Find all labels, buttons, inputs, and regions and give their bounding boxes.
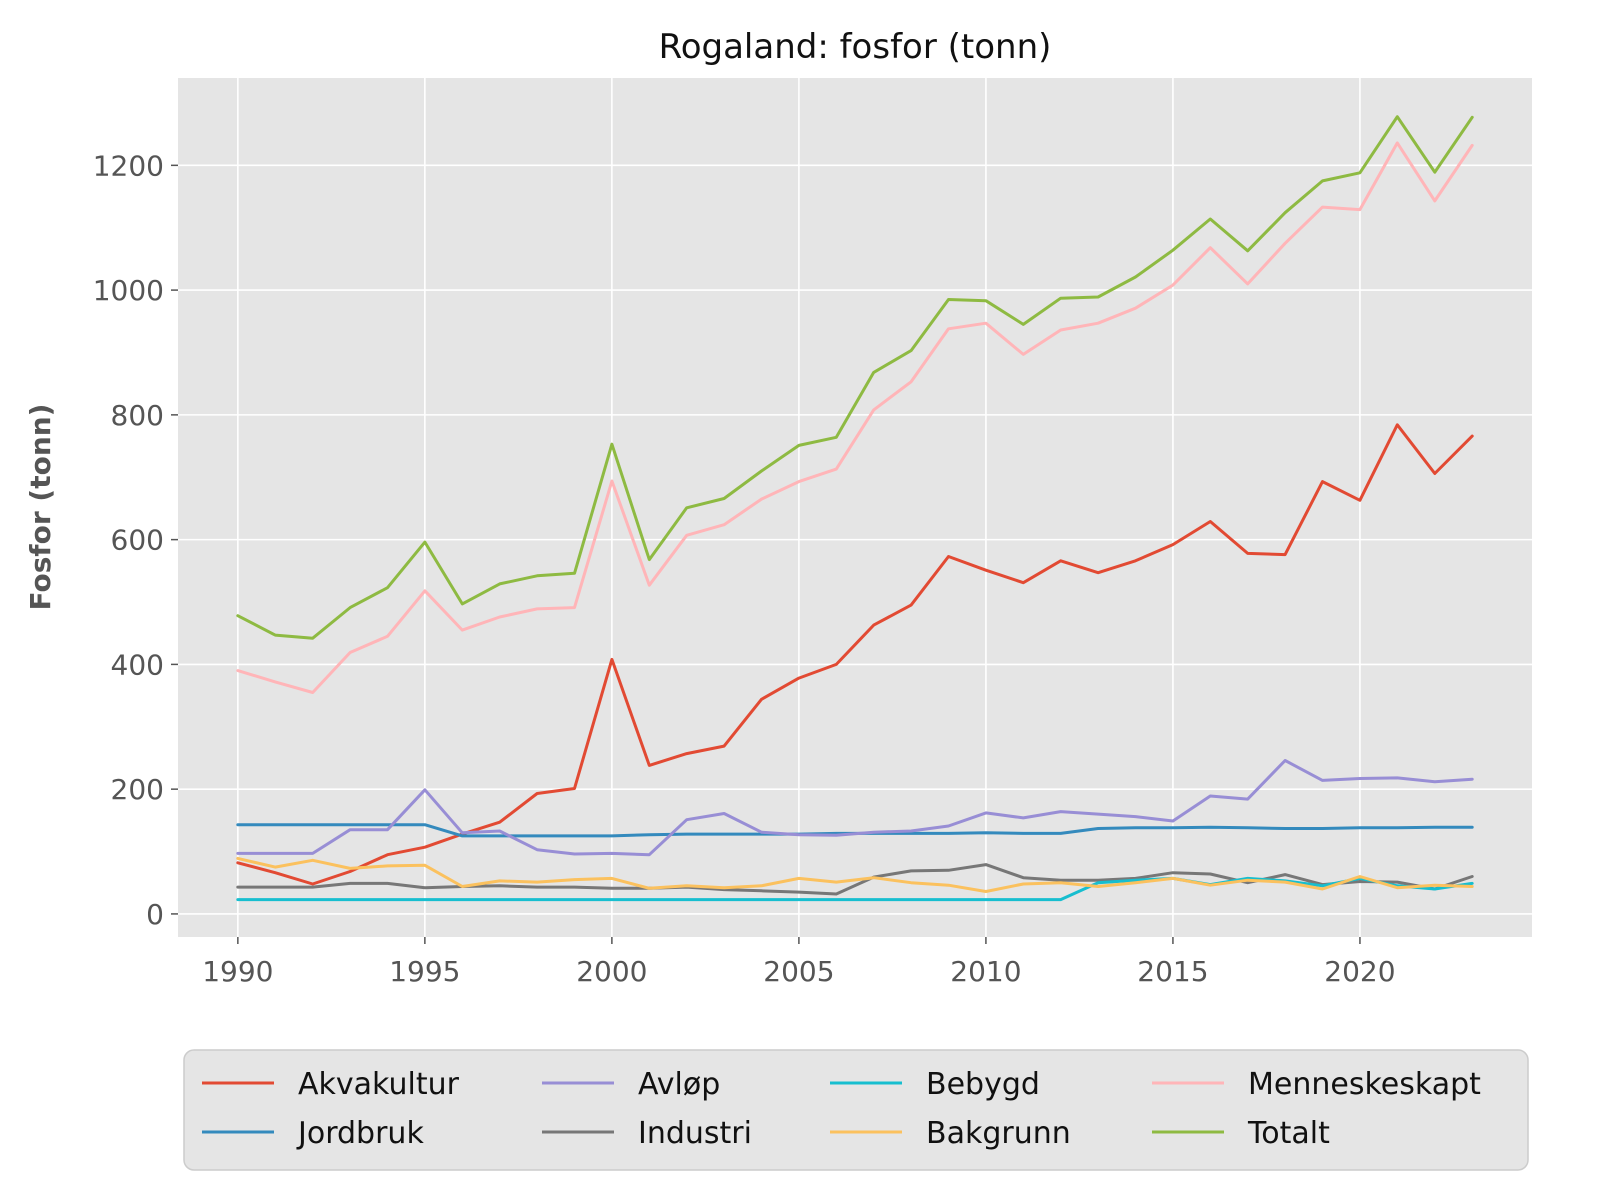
y-tick-label: 200	[111, 773, 164, 806]
legend-label: Avløp	[638, 1067, 720, 1102]
y-axis-label: Fosfor (tonn)	[24, 404, 57, 611]
series-line-totalt	[236, 115, 1474, 640]
series-lines	[236, 115, 1474, 902]
series-line-bakgrunn	[236, 856, 1474, 893]
legend-label: Jordbruk	[296, 1116, 424, 1151]
x-tick-label: 1995	[389, 955, 460, 988]
series-line-akvakultur	[236, 423, 1474, 886]
legend-label: Bakgrunn	[926, 1116, 1071, 1151]
legend-box	[183, 1049, 1529, 1171]
x-tick-label: 1990	[202, 955, 273, 988]
y-tick-label: 1000	[93, 274, 164, 307]
x-tick-label: 2020	[1324, 955, 1395, 988]
chart-title: Rogaland: fosfor (tonn)	[659, 27, 1052, 67]
y-tick-label: 600	[111, 524, 164, 557]
legend-label: Akvakultur	[298, 1067, 460, 1102]
x-tick-label: 2000	[576, 955, 647, 988]
y-tick-label: 1200	[93, 149, 164, 182]
x-tick-labels: 1990 1995 2000 2005 2010 2015 2020	[202, 937, 1396, 988]
x-tick-label: 2015	[1137, 955, 1208, 988]
x-tick-label: 2005	[763, 955, 834, 988]
legend-label: Totalt	[1247, 1116, 1330, 1151]
y-tick-label: 0	[146, 898, 164, 931]
legend-label: Industri	[638, 1116, 752, 1151]
series-line-avløp	[236, 759, 1474, 857]
x-tick-label: 2010	[950, 955, 1021, 988]
legend: Akvakultur Jordbruk Avløp Industri Bebygd Bak…	[183, 1049, 1529, 1171]
y-tick-label: 800	[111, 399, 164, 432]
series-line-menneskeskapt	[236, 141, 1474, 694]
y-tick-label: 400	[111, 648, 164, 681]
legend-label: Bebygd	[926, 1067, 1040, 1102]
grid-lines	[178, 78, 1532, 937]
legend-label: Menneskeskapt	[1248, 1067, 1481, 1102]
y-tick-labels: 0 200 400 600 800 1000 1200	[93, 149, 178, 931]
